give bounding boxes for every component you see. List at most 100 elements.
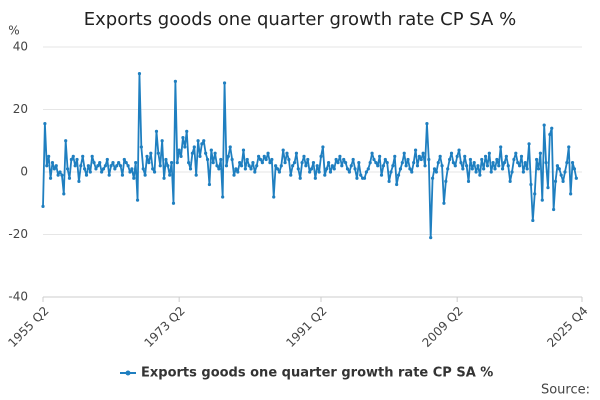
data-point bbox=[321, 145, 325, 149]
data-point bbox=[444, 179, 448, 183]
chart-title: Exports goods one quarter growth rate CP… bbox=[84, 9, 516, 30]
data-point bbox=[557, 167, 561, 171]
data-point bbox=[65, 167, 70, 171]
data-point bbox=[449, 151, 454, 155]
data-point bbox=[249, 167, 253, 171]
data-point bbox=[468, 157, 473, 162]
data-point bbox=[342, 157, 346, 162]
data-point bbox=[406, 157, 410, 162]
data-point bbox=[118, 164, 123, 168]
data-point bbox=[253, 170, 257, 174]
data-point bbox=[164, 157, 168, 162]
data-point bbox=[101, 167, 106, 171]
data-point bbox=[166, 164, 170, 168]
data-point bbox=[96, 164, 100, 168]
data-point bbox=[272, 195, 276, 199]
data-point bbox=[340, 164, 344, 168]
data-point bbox=[508, 179, 512, 183]
data-point bbox=[258, 157, 263, 162]
data-point bbox=[355, 176, 359, 180]
data-point bbox=[404, 164, 408, 168]
data-point bbox=[438, 154, 442, 158]
y-tick-label: -40 bbox=[8, 290, 28, 304]
data-point bbox=[544, 161, 548, 165]
data-point bbox=[389, 170, 393, 174]
data-point bbox=[491, 161, 495, 165]
data-point bbox=[200, 142, 204, 146]
data-point bbox=[52, 167, 56, 171]
data-point bbox=[353, 167, 357, 171]
data-point bbox=[115, 164, 119, 168]
data-point bbox=[338, 154, 342, 158]
data-point bbox=[149, 151, 153, 155]
data-point bbox=[359, 173, 363, 177]
data-point bbox=[474, 170, 478, 174]
data-point bbox=[285, 151, 289, 155]
data-point bbox=[188, 167, 193, 171]
data-point bbox=[177, 148, 181, 152]
data-point bbox=[302, 154, 306, 158]
data-point bbox=[236, 170, 240, 174]
data-point bbox=[330, 164, 334, 168]
data-point bbox=[510, 170, 514, 174]
data-point bbox=[88, 170, 92, 174]
data-point bbox=[383, 157, 387, 162]
data-point bbox=[425, 121, 429, 126]
data-point bbox=[134, 161, 138, 165]
data-point bbox=[546, 186, 550, 190]
data-point bbox=[103, 164, 108, 168]
data-point bbox=[493, 167, 497, 171]
x-tick-label: 1955 Q2 bbox=[5, 304, 51, 350]
data-point bbox=[98, 161, 102, 165]
data-point bbox=[516, 161, 520, 165]
data-point bbox=[514, 151, 518, 155]
data-point bbox=[291, 164, 295, 168]
data-point bbox=[205, 157, 210, 162]
data-point bbox=[64, 139, 68, 143]
data-point bbox=[523, 161, 527, 165]
data-point bbox=[221, 195, 225, 199]
data-point bbox=[287, 157, 291, 162]
data-point bbox=[391, 164, 395, 168]
data-point bbox=[232, 173, 236, 177]
data-point bbox=[207, 182, 212, 187]
data-point bbox=[111, 161, 115, 165]
data-point bbox=[73, 164, 77, 168]
data-point bbox=[213, 151, 217, 155]
data-point bbox=[277, 170, 282, 174]
data-point bbox=[69, 157, 73, 162]
data-point bbox=[192, 145, 196, 149]
data-point bbox=[264, 157, 268, 162]
data-point bbox=[83, 167, 87, 171]
y-tick-label: 20 bbox=[13, 102, 28, 116]
data-point bbox=[84, 173, 89, 177]
x-tick-label: 1973 Q2 bbox=[141, 304, 187, 350]
data-point bbox=[298, 176, 302, 180]
data-point bbox=[41, 204, 45, 208]
data-point bbox=[364, 170, 368, 174]
data-point bbox=[154, 129, 159, 133]
data-point bbox=[209, 148, 213, 152]
data-point bbox=[434, 170, 438, 174]
data-point bbox=[357, 161, 361, 165]
data-point bbox=[56, 173, 60, 177]
data-point bbox=[378, 154, 382, 158]
data-point bbox=[499, 145, 503, 149]
data-point bbox=[141, 167, 145, 171]
data-point bbox=[251, 161, 255, 165]
data-point bbox=[162, 176, 166, 180]
data-point bbox=[317, 170, 321, 174]
data-point bbox=[387, 179, 391, 183]
data-point bbox=[245, 157, 249, 162]
data-point bbox=[128, 170, 132, 174]
data-point bbox=[332, 167, 336, 171]
data-point bbox=[126, 164, 130, 168]
data-point bbox=[294, 151, 299, 155]
data-point bbox=[71, 154, 75, 158]
data-point bbox=[204, 151, 208, 155]
data-point bbox=[461, 167, 465, 171]
data-point bbox=[45, 164, 49, 168]
data-point bbox=[181, 136, 185, 140]
data-point bbox=[75, 157, 79, 162]
data-point bbox=[529, 182, 533, 187]
